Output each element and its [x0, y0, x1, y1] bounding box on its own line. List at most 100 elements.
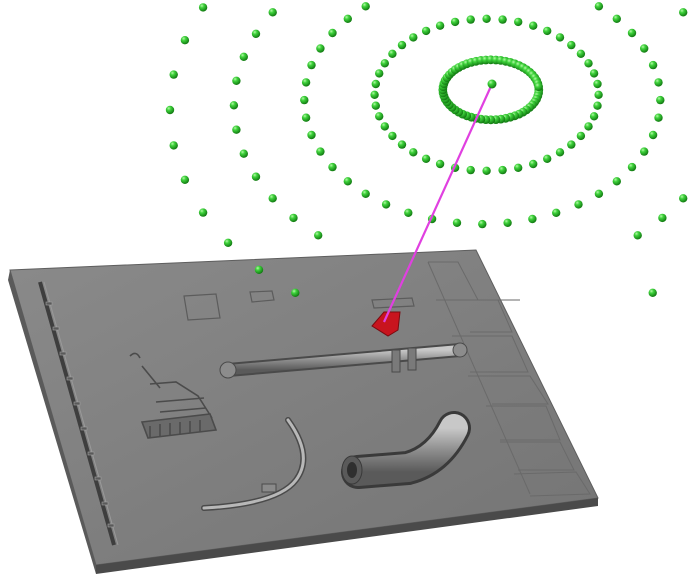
viewpoint-ball [567, 140, 576, 149]
viewpoint-ball [534, 82, 543, 92]
viewpoint-ball [593, 101, 602, 110]
work-plate [8, 249, 599, 574]
viewpoint-ball [555, 148, 565, 157]
viewpoint-ball [654, 113, 663, 122]
viewpoint-ball [300, 95, 309, 105]
viewpoint-ball [482, 166, 491, 175]
viewpoint-ball [555, 33, 565, 42]
viewpoint-ball [612, 14, 621, 23]
viewpoint-ball [409, 148, 418, 157]
viewpoint-ball [381, 200, 391, 209]
viewpoint-ball [397, 140, 407, 149]
viewpoint-sphere-back [165, 2, 688, 247]
viewpoint-ball [514, 17, 523, 27]
viewpoint-ball [251, 29, 261, 38]
viewpoint-ball [328, 28, 337, 38]
viewpoint-ball [633, 231, 642, 240]
viewpoint-ball [328, 162, 337, 172]
viewpoint-ball [380, 122, 389, 131]
viewpoint-ball [543, 26, 552, 36]
viewpoint-ball [198, 208, 208, 217]
viewpoint-ball [648, 60, 658, 70]
viewpoint-ball [229, 101, 239, 110]
viewpoint-ball [478, 219, 487, 229]
viewpoint-ball [498, 15, 507, 24]
viewpoint-ball [452, 218, 462, 227]
viewpoint-ball [543, 154, 552, 163]
elbow-tube [341, 411, 471, 489]
viewpoint-ball [380, 59, 389, 68]
viewpoint-ball [589, 69, 599, 78]
pipe-part [219, 342, 468, 379]
viewpoint-ball [239, 149, 248, 158]
viewpoint-ball [648, 288, 657, 297]
viewpoint-ball [528, 214, 537, 224]
viewpoint-ball [361, 189, 370, 198]
viewpoint-ball [435, 159, 445, 169]
viewpoint-ball [223, 238, 233, 247]
viewpoint-ball [576, 49, 586, 58]
viewpoint-ball [552, 208, 561, 217]
viewpoint-ball [594, 189, 604, 198]
viewpoint-ball [388, 131, 397, 141]
viewpoint-ball [251, 172, 261, 181]
viewpoint-ball [316, 44, 325, 53]
viewpoint-ball [584, 122, 593, 131]
viewpoint-ball [648, 130, 658, 140]
viewpoint-ball [343, 14, 352, 23]
selected-viewpoint[interactable] [487, 79, 497, 89]
viewpoint-ball [268, 194, 277, 203]
viewpoint-ball [254, 265, 264, 274]
mounting-bracket [183, 290, 415, 321]
clamp-rail [38, 281, 119, 546]
viewpoint-ball [307, 130, 316, 140]
viewpoint-ball [612, 177, 621, 186]
viewpoint-ball [198, 3, 208, 12]
viewpoint-ball [466, 165, 475, 175]
viewpoint-ball [232, 125, 241, 134]
target-surface [371, 311, 401, 337]
viewpoint-ball [301, 78, 311, 87]
viewpoint-ball [421, 26, 431, 36]
viewpoint-ball [421, 154, 431, 163]
viewpoint-ball [593, 79, 602, 89]
viewpoint-ball [371, 101, 380, 110]
viewpoint-ball [640, 147, 649, 156]
viewpoint-ball [307, 60, 316, 70]
viewpoint-ball [268, 8, 277, 17]
viewpoint-ball [289, 213, 298, 223]
viewpoint-ball [165, 105, 175, 115]
viewpoint-ball [482, 14, 491, 23]
viewpoint-ball [397, 40, 407, 50]
viewpoint-ball [640, 44, 649, 53]
viewpoint-sphere-front [254, 265, 657, 297]
viewpoint-ball [514, 163, 523, 172]
viewpoint-ball [301, 113, 311, 122]
viewpoint-ball [466, 15, 475, 24]
viewpoint-ball [627, 28, 637, 38]
viewpoint-ball [589, 112, 599, 121]
viewpoint-ball [654, 78, 663, 87]
viewpoint-ball [567, 40, 576, 50]
viewpoint-ball [375, 69, 384, 78]
viewpoint-ball [658, 213, 667, 223]
viewpoint-ball [529, 21, 538, 30]
bracket-part [129, 352, 218, 439]
viewpoint-ball [409, 33, 418, 42]
viewpoint-ball [584, 59, 593, 68]
viewpoint-ball [574, 200, 583, 209]
viewpoint-ball [576, 131, 586, 141]
viewpoint-ball [169, 70, 178, 79]
viewpoint-ball [371, 79, 380, 89]
viewpoint-ball [343, 177, 352, 186]
viewpoint-ball [529, 159, 538, 169]
viewpoint-ball [503, 218, 512, 227]
viewpoint-ball [450, 17, 460, 27]
viewpoint-ball [232, 76, 241, 86]
viewpoint-ball [679, 194, 688, 203]
viewpoint-ball [375, 112, 384, 121]
curved-rod [201, 417, 307, 511]
viewpoint-ball [656, 95, 665, 105]
viewpoint-ball [404, 208, 413, 217]
